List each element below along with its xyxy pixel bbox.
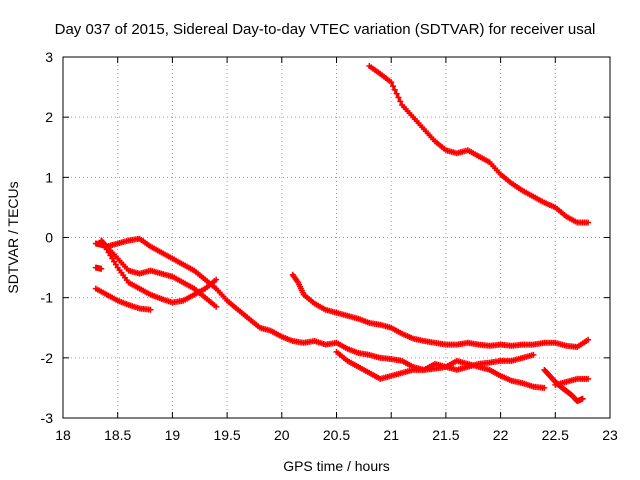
series-s8 [333, 348, 537, 382]
y-tick-label: 0 [45, 230, 53, 246]
data-point [585, 219, 592, 226]
data-point [213, 303, 220, 310]
y-tick-label: 3 [45, 49, 53, 65]
series-s2 [92, 235, 548, 391]
data-point [393, 90, 400, 97]
data-point [395, 94, 402, 101]
data-point [541, 384, 548, 391]
y-tick-label: 1 [45, 169, 53, 185]
data-point [530, 351, 537, 358]
x-tick-label: 21.5 [432, 427, 459, 443]
x-tick-label: 18 [55, 427, 71, 443]
data-point [391, 86, 398, 93]
y-axis-label: SDTVAR / TECUs [5, 181, 21, 293]
series-s4 [92, 264, 105, 272]
data-point [388, 79, 395, 86]
x-tick-label: 19.5 [213, 427, 240, 443]
data-point [585, 375, 592, 382]
plot-frame [62, 56, 611, 419]
plot-area [92, 63, 592, 405]
data-point [105, 249, 112, 256]
series-s10 [552, 375, 592, 388]
series-s5 [92, 285, 154, 313]
series-s9 [541, 366, 586, 405]
data-point [585, 336, 592, 343]
data-point [102, 242, 109, 249]
data-point [111, 258, 118, 265]
grid [63, 57, 610, 418]
data-point [112, 261, 119, 268]
y-tick-label: 2 [45, 109, 53, 125]
x-tick-label: 23 [602, 427, 618, 443]
x-tick-label: 22.5 [542, 427, 569, 443]
data-point [397, 98, 404, 105]
series-s7 [289, 271, 592, 351]
data-point [147, 306, 154, 313]
axis-ticks: 18 18.5 19 19.5 20 20.5 21 21.5 22 22.5 23-3-2-101… [41, 49, 618, 443]
y-tick-label: -1 [41, 290, 54, 306]
data-point [109, 255, 116, 262]
data-point [103, 246, 110, 253]
data-point [107, 252, 114, 259]
data-point [98, 265, 105, 272]
series-s1 [366, 63, 592, 226]
y-tick-label: -3 [41, 410, 54, 426]
chart-title: Day 037 of 2015, Sidereal Day-to-day VTE… [55, 21, 596, 38]
x-tick-label: 21 [383, 427, 399, 443]
series-s3 [98, 237, 220, 310]
series-s6 [103, 246, 220, 306]
x-axis-label: GPS time / hours [283, 458, 390, 474]
data-point [390, 83, 397, 90]
data-point [213, 276, 220, 283]
x-tick-label: 22 [493, 427, 509, 443]
x-tick-label: 20.5 [323, 427, 350, 443]
data-point [579, 395, 586, 402]
y-tick-label: -2 [41, 350, 54, 366]
x-tick-label: 19 [165, 427, 181, 443]
x-tick-label: 18.5 [104, 427, 131, 443]
x-tick-label: 20 [274, 427, 290, 443]
